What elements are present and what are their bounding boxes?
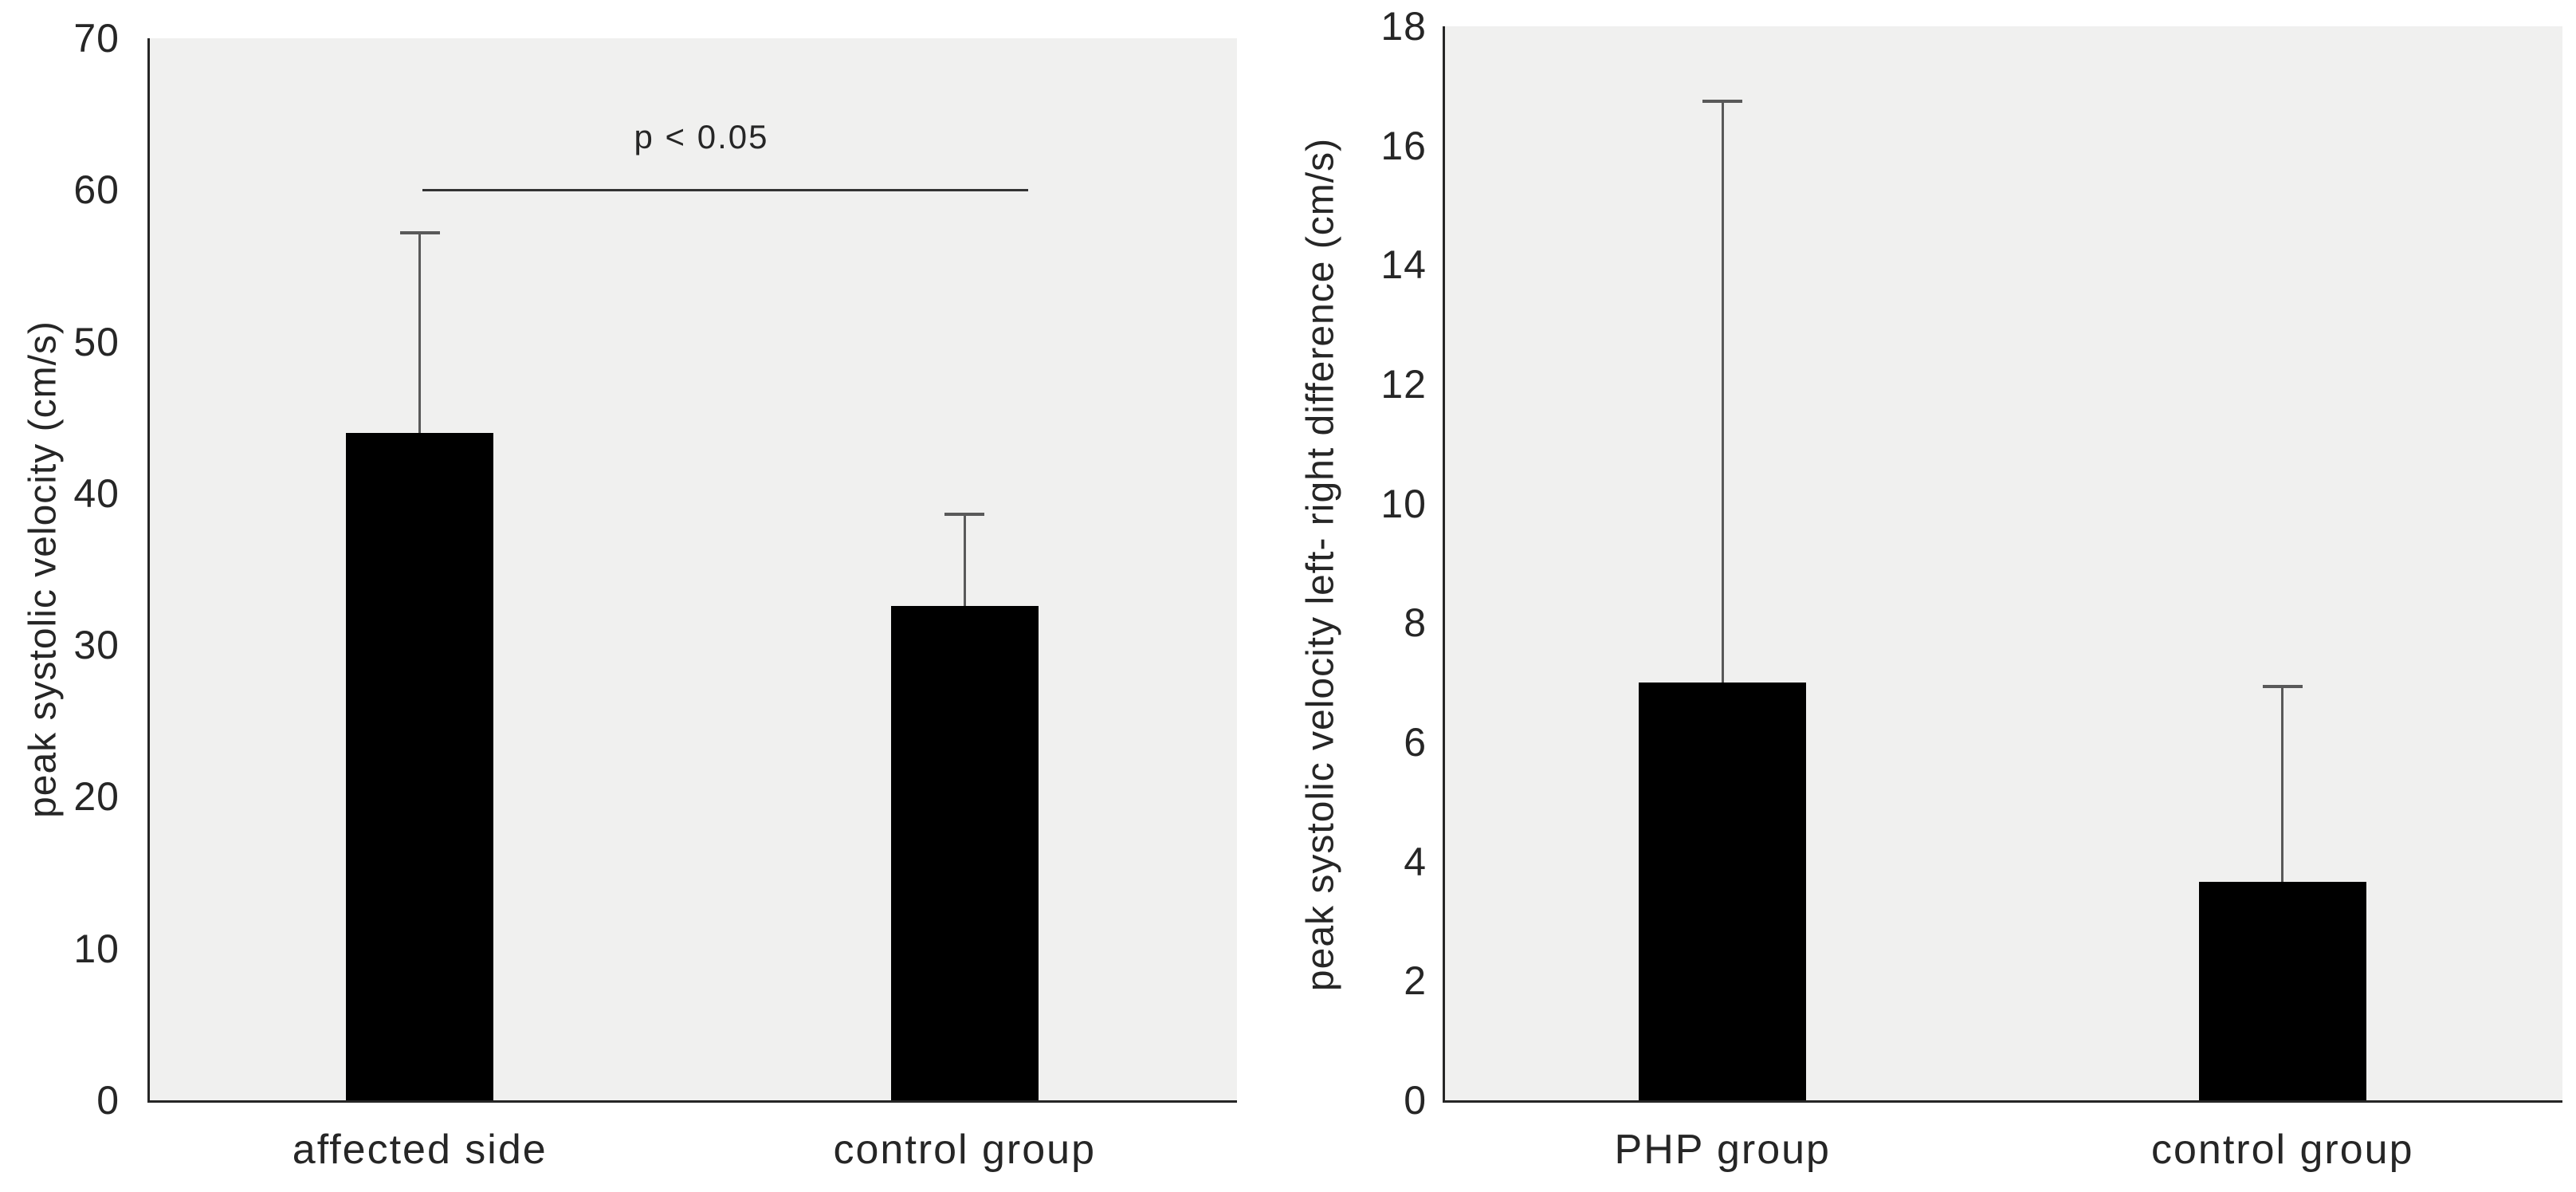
- error-bar-line: [1721, 101, 1724, 683]
- y-tick-label: 50: [73, 319, 120, 364]
- y-tick-label: 18: [1380, 4, 1427, 49]
- bar: [2198, 882, 2366, 1100]
- y-tick-label: 0: [1404, 1078, 1427, 1123]
- y-tick-label: 40: [73, 470, 120, 516]
- plot-area: [147, 38, 1237, 1103]
- error-bar-cap: [1702, 100, 1743, 104]
- y-tick-label: 10: [1380, 481, 1427, 526]
- error-bar-cap: [944, 513, 985, 517]
- y-tick-label: 8: [1404, 600, 1427, 646]
- category-label: affected side: [292, 1127, 548, 1173]
- error-bar-cap: [399, 230, 440, 234]
- y-tick-label: 4: [1404, 839, 1427, 884]
- y-tick-label: 20: [73, 774, 120, 820]
- error-bar-line: [2281, 686, 2284, 883]
- y-tick-label: 12: [1380, 362, 1427, 407]
- error-bar-line: [418, 232, 422, 433]
- y-tick-label: 10: [73, 926, 120, 971]
- error-bar-line: [963, 514, 966, 606]
- y-tick-label: 0: [96, 1078, 120, 1123]
- y-tick-label: 70: [73, 16, 120, 61]
- bar: [346, 432, 494, 1100]
- y-tick-label: 16: [1380, 123, 1427, 168]
- y-axis-title: peak systolic velocity (cm/s): [22, 321, 65, 818]
- bar: [890, 605, 1039, 1100]
- category-label: control group: [2150, 1127, 2414, 1173]
- y-tick-label: 60: [73, 167, 120, 213]
- plot-area: [1443, 26, 2562, 1103]
- significance-line: [422, 189, 1028, 192]
- y-tick-label: 2: [1404, 958, 1427, 1004]
- category-label: PHP group: [1614, 1127, 1831, 1173]
- bar: [1639, 683, 1807, 1100]
- y-tick-label: 30: [73, 623, 120, 668]
- y-tick-label: 6: [1404, 720, 1427, 765]
- category-label: control group: [833, 1127, 1097, 1173]
- significance-label: p < 0.05: [634, 118, 769, 155]
- y-tick-label: 14: [1380, 242, 1427, 288]
- error-bar-cap: [2262, 684, 2303, 688]
